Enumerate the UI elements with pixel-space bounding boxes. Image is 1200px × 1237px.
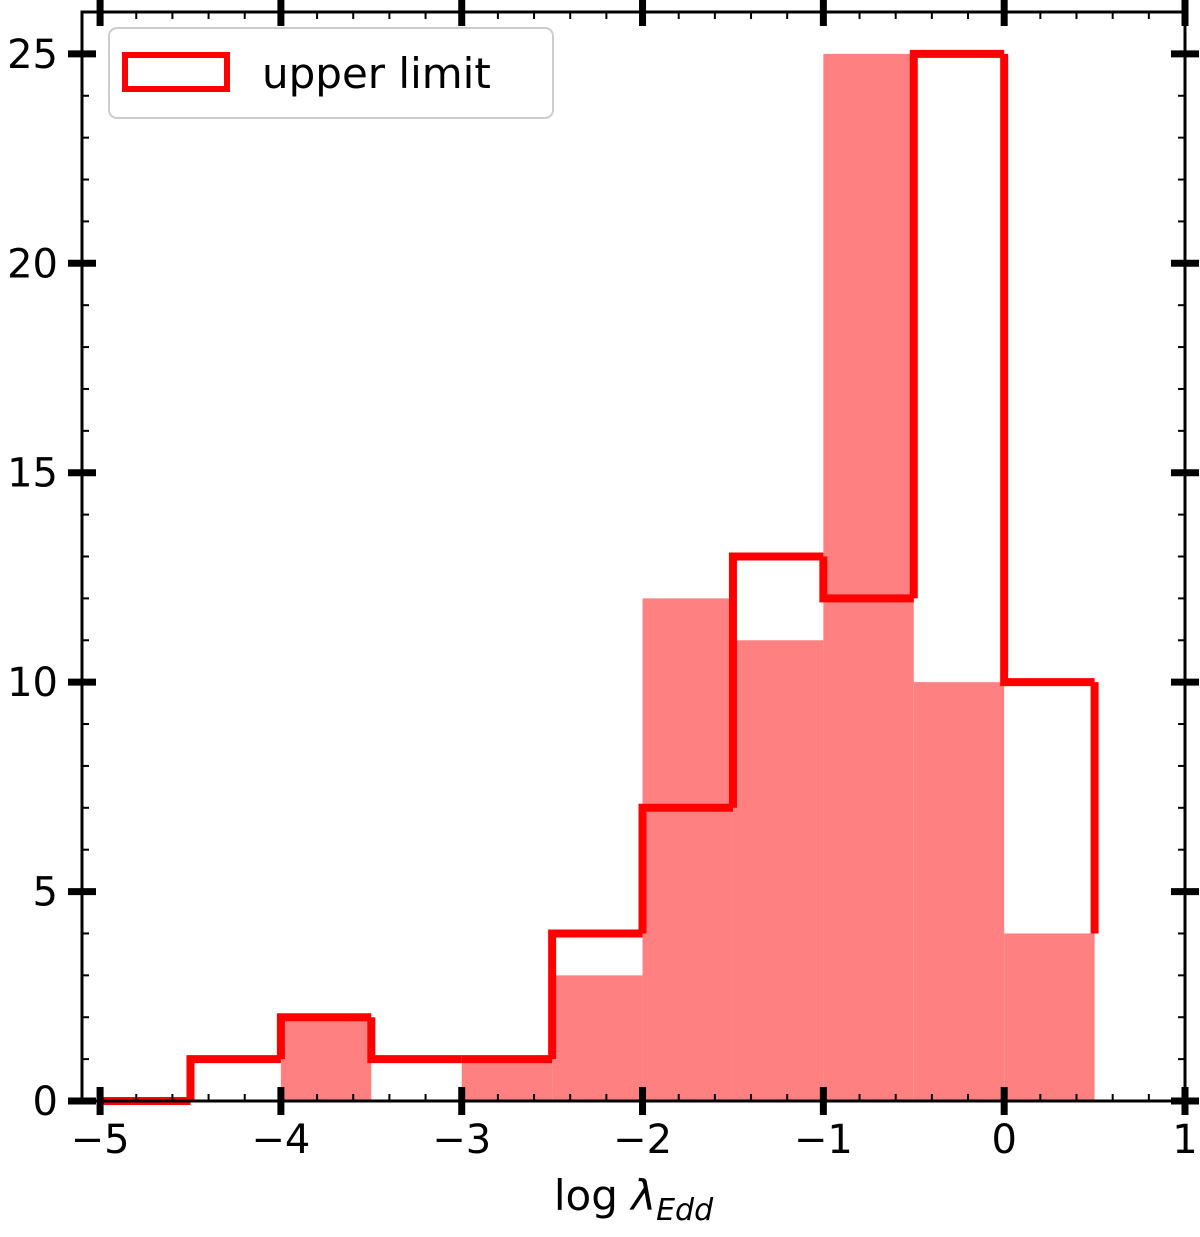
filled-bar [913, 682, 1005, 1101]
y-tick-label: 20 [7, 241, 58, 287]
legend-swatch-upper-limit [122, 52, 230, 92]
filled-bar [461, 1059, 553, 1101]
filled-bar [823, 53, 914, 1101]
tick-layer [68, 0, 1199, 1115]
filled-bar [732, 640, 824, 1101]
step-bin [548, 929, 643, 1060]
filled-bar [552, 975, 643, 1101]
legend-label-upper-limit: upper limit [262, 49, 491, 98]
step-bin [909, 49, 1005, 599]
filled-bar [642, 598, 733, 1101]
legend-box [108, 27, 554, 119]
x-axis-label-symbol: λ [629, 1171, 656, 1220]
x-tick-label: −1 [794, 1117, 853, 1163]
x-tick-label: −4 [251, 1117, 310, 1163]
y-tick-label: 25 [7, 32, 58, 78]
y-tick-label: 10 [7, 660, 58, 706]
x-tick-label: 0 [991, 1117, 1016, 1163]
step-bin [276, 1013, 372, 1060]
step-bin [1000, 53, 1095, 687]
filled-bar [1004, 933, 1095, 1101]
x-axis-label: log λEdd [554, 1171, 714, 1228]
y-tick-label: 0 [33, 1079, 58, 1125]
x-tick-label: −2 [613, 1117, 672, 1163]
x-axis-label-subscript: Edd [656, 1193, 714, 1228]
step-bin [819, 556, 914, 603]
step-bin [367, 1017, 462, 1064]
step-bin [638, 803, 733, 934]
step-outline-layer [100, 49, 1099, 1105]
x-axis-label-prefix: log [554, 1171, 631, 1220]
step-bin [186, 1055, 281, 1101]
x-tick-label: −5 [71, 1117, 130, 1163]
y-tick-label: 5 [33, 870, 58, 916]
filled-histogram-layer [280, 53, 1095, 1101]
legend: upper limit [108, 27, 554, 119]
y-tick-label: 15 [7, 451, 58, 497]
step-bin [728, 552, 824, 808]
filled-bar [280, 1017, 372, 1101]
x-tick-label: 1 [1172, 1117, 1197, 1163]
x-tick-label: −3 [432, 1117, 491, 1163]
